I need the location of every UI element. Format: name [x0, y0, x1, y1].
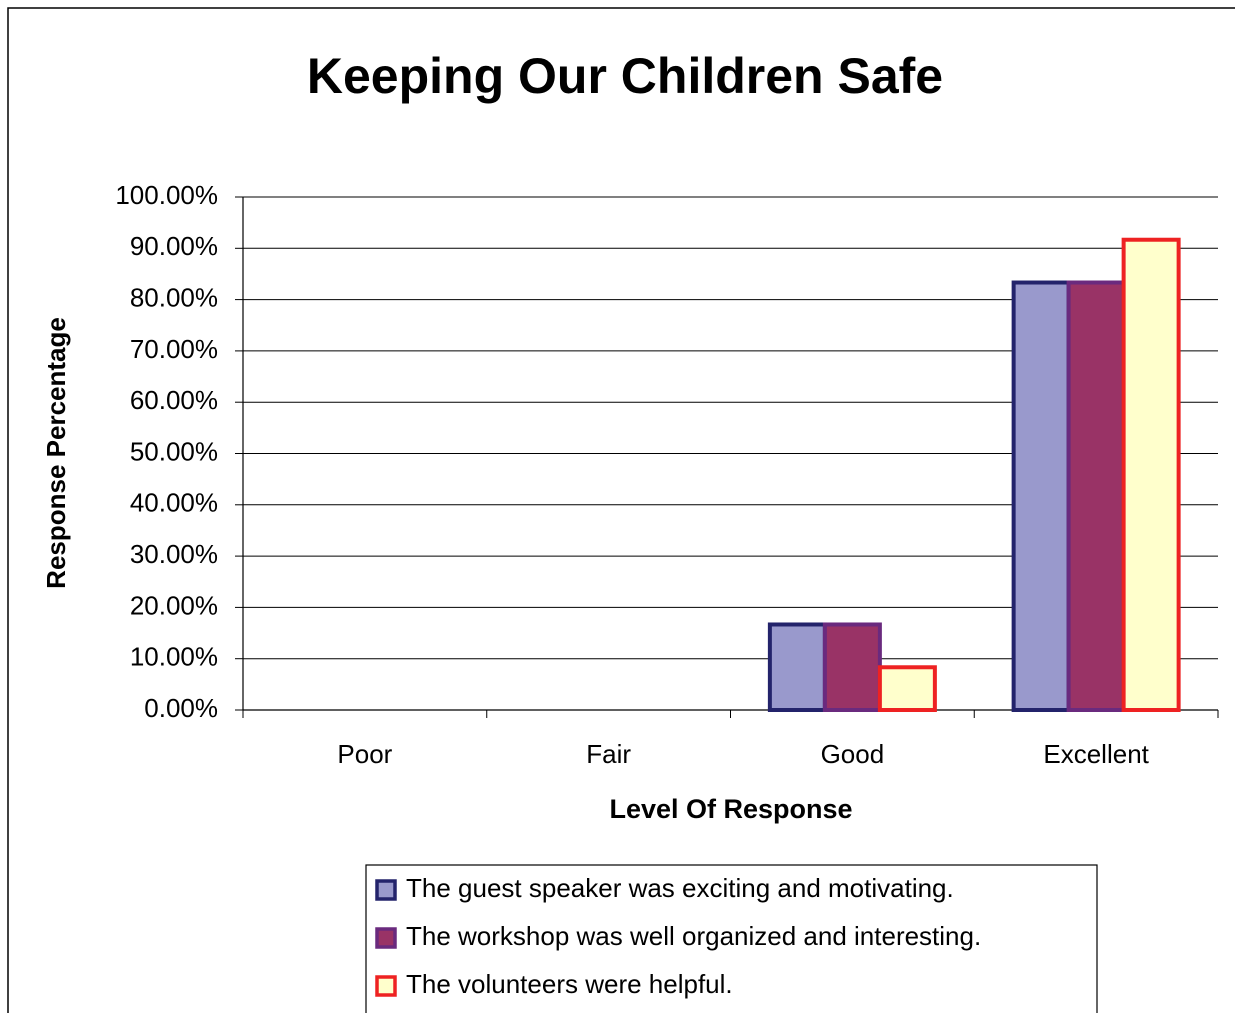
y-tick-label: 50.00%: [130, 436, 218, 466]
y-tick-label: 30.00%: [130, 539, 218, 569]
x-tick-label: Good: [821, 739, 885, 769]
y-tick-label: 60.00%: [130, 385, 218, 415]
legend-swatch: [375, 879, 397, 901]
x-axis-label: Level Of Response: [609, 794, 852, 824]
bar: [767, 622, 827, 713]
chart-title: Keeping Our Children Safe: [307, 48, 943, 104]
x-tick-label: Poor: [337, 739, 392, 769]
x-tick-label: Fair: [586, 739, 631, 769]
bar: [877, 665, 937, 712]
y-tick-label: 0.00%: [144, 693, 218, 723]
y-tick-label: 90.00%: [130, 231, 218, 261]
bar: [1121, 237, 1181, 712]
y-tick-label: 40.00%: [130, 488, 218, 518]
legend-label: The guest speaker was exciting and motiv…: [406, 873, 954, 903]
y-tick-label: 70.00%: [130, 334, 218, 364]
legend-label: The volunteers were helpful.: [406, 969, 733, 999]
x-tick-label: Excellent: [1043, 739, 1149, 769]
y-tick-label: 100.00%: [115, 180, 218, 210]
bar: [1066, 280, 1126, 712]
y-tick-label: 20.00%: [130, 590, 218, 620]
legend-swatch: [375, 975, 397, 997]
legend-swatch: [375, 927, 397, 949]
y-tick-label: 80.00%: [130, 282, 218, 312]
legend-label: The workshop was well organized and inte…: [406, 921, 981, 951]
legend: [365, 864, 1098, 1013]
bar: [1011, 280, 1071, 712]
y-axis-label: Response Percentage: [41, 317, 71, 589]
y-tick-label: 10.00%: [130, 642, 218, 672]
bar: [822, 622, 882, 713]
